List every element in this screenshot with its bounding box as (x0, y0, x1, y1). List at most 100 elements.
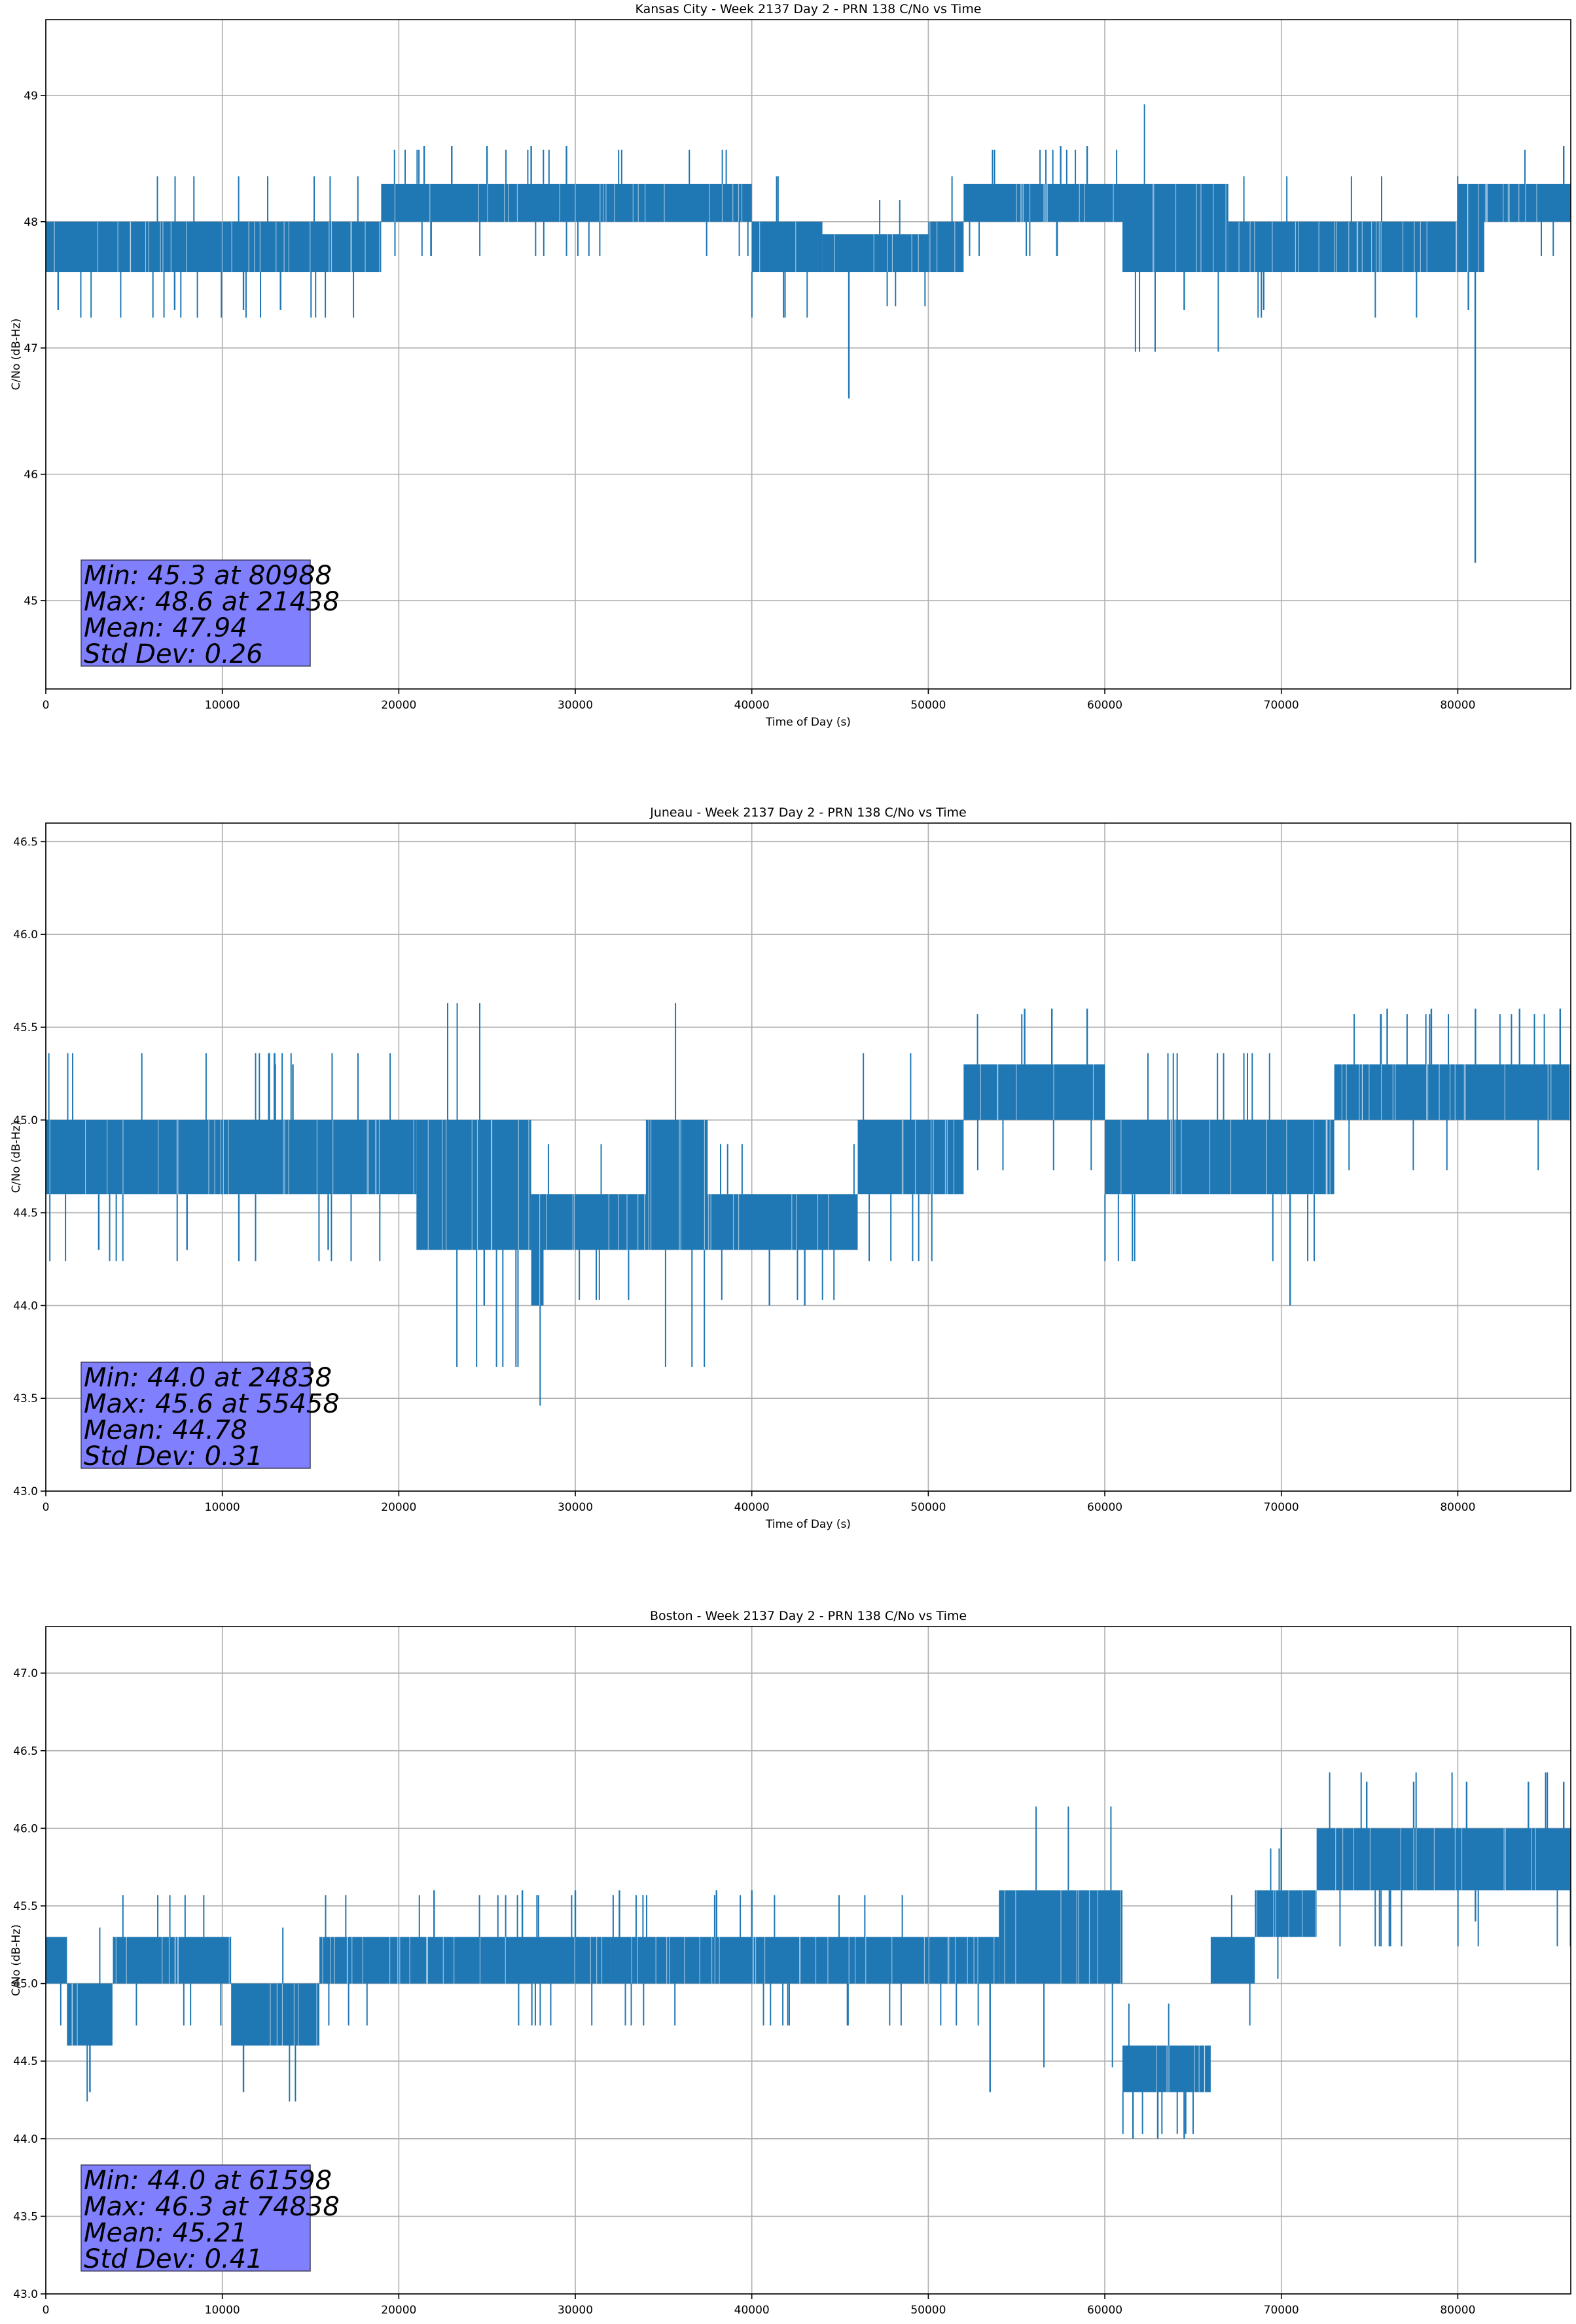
x-tick-label: 80000 (1440, 699, 1475, 712)
series-band (1316, 1828, 1571, 1891)
x-tick-label: 30000 (558, 1501, 593, 1514)
series-band (46, 1937, 67, 1984)
x-tick-label: 60000 (1087, 699, 1122, 712)
x-tick-label: 10000 (205, 2304, 240, 2317)
x-tick-label: 30000 (558, 2304, 593, 2317)
stats-box (81, 2164, 311, 2272)
series-band (1484, 183, 1571, 222)
y-tick-label: 46.5 (13, 836, 38, 849)
series-band (381, 183, 752, 222)
y-tick-label: 43.0 (13, 1485, 38, 1498)
x-tick-label: 40000 (734, 2304, 770, 2317)
y-tick-label: 46.5 (13, 1745, 38, 1758)
y-tick-label: 44.0 (13, 1299, 38, 1312)
series-band (1105, 1119, 1334, 1195)
x-tick-label: 20000 (381, 2304, 416, 2317)
series-band (645, 1119, 708, 1250)
x-axis-label: Time of Day (s) (765, 1518, 851, 1531)
y-tick-label: 43.5 (13, 2210, 38, 2223)
stats-line: Std Dev: 0.26 (84, 639, 263, 669)
stats-line: Min: 44.0 at 24838 (84, 1363, 332, 1393)
chart-title: Kansas City - Week 2137 Day 2 - PRN 138 … (636, 2, 982, 16)
x-tick-label: 70000 (1264, 2304, 1299, 2317)
x-tick-label: 50000 (910, 2304, 946, 2317)
series-line (46, 104, 1571, 563)
x-tick-label: 70000 (1264, 1501, 1299, 1514)
series-band (113, 1937, 232, 1984)
series-band (543, 1194, 646, 1250)
y-tick-label: 47.0 (13, 1667, 38, 1680)
y-tick-label: 45.5 (13, 1021, 38, 1034)
series-band (822, 234, 929, 273)
y-tick-label: 43.5 (13, 1392, 38, 1405)
y-tick-label: 44.5 (13, 2055, 38, 2068)
stats-line: Mean: 47.94 (84, 613, 247, 643)
series-band (928, 221, 964, 273)
stats-line: Std Dev: 0.31 (84, 1441, 263, 1471)
stats-line: Min: 44.0 at 61598 (84, 2166, 332, 2196)
stats-line: Std Dev: 0.41 (84, 2244, 263, 2274)
x-tick-label: 0 (43, 1501, 50, 1514)
series-band (963, 183, 1123, 222)
chart-title: Boston - Week 2137 Day 2 - PRN 138 C/No … (650, 1609, 967, 1623)
series-band (1334, 1064, 1571, 1120)
series-band (1255, 1890, 1317, 1937)
chart-1: 0 10000 20000 30000 40000 50000 60000 70000 8000… (10, 805, 1571, 1531)
x-tick-label: 60000 (1087, 1501, 1122, 1514)
y-tick-label: 46.0 (13, 1822, 38, 1835)
series-band (707, 1194, 858, 1250)
x-tick-label: 0 (43, 2304, 50, 2317)
y-tick-label: 45.0 (13, 1978, 38, 1991)
y-tick-label: 45.5 (13, 1900, 38, 1913)
series-band (231, 1983, 319, 2046)
chart-2: 0 10000 20000 30000 40000 50000 60000 70000 8000… (10, 1609, 1571, 2324)
series-band (1228, 221, 1458, 273)
plot-frame (45, 822, 1571, 1492)
x-tick-label: 80000 (1440, 1501, 1475, 1514)
y-tick-label: 45 (24, 595, 38, 608)
x-axis-label: Time of Day (s) (765, 716, 851, 729)
chart-title: Juneau - Week 2137 Day 2 - PRN 138 C/No … (649, 805, 967, 820)
series-band (531, 1194, 544, 1306)
series-line (46, 1772, 1571, 2139)
series-band (319, 1937, 611, 1984)
stats-line: Max: 48.6 at 21438 (84, 587, 340, 617)
stats-line: Max: 46.3 at 74838 (84, 2192, 340, 2222)
y-axis-label: C/No (dB-Hz) (10, 1121, 23, 1193)
y-axis-label: C/No (dB-Hz) (10, 1924, 23, 1996)
stats-line: Mean: 45.21 (84, 2218, 247, 2248)
x-tick-label: 40000 (734, 699, 770, 712)
stats-box (81, 1362, 311, 1469)
x-tick-label: 20000 (381, 1501, 416, 1514)
series-band (751, 221, 823, 273)
series-band (963, 1064, 1105, 1120)
plot-frame (45, 1626, 1571, 2295)
y-tick-label: 46 (24, 468, 38, 482)
series-band (67, 1983, 113, 2046)
x-tick-label: 10000 (205, 699, 240, 712)
y-tick-label: 46.0 (13, 928, 38, 942)
x-tick-label: 80000 (1440, 2304, 1475, 2317)
y-tick-label: 47 (24, 342, 38, 355)
x-tick-label: 10000 (205, 1501, 240, 1514)
x-tick-label: 30000 (558, 699, 593, 712)
y-tick-label: 45.0 (13, 1114, 38, 1127)
x-tick-label: 0 (43, 699, 50, 712)
x-tick-label: 50000 (910, 1501, 946, 1514)
x-tick-label: 20000 (381, 699, 416, 712)
series-band (857, 1119, 964, 1195)
y-tick-label: 44.5 (13, 1207, 38, 1220)
series-band (46, 1119, 417, 1195)
x-tick-label: 60000 (1087, 2304, 1122, 2317)
series-band (1458, 183, 1484, 273)
stats-line: Mean: 44.78 (84, 1415, 247, 1445)
series-band (46, 221, 382, 273)
stats-line: Min: 45.3 at 80988 (84, 561, 332, 591)
y-tick-label: 49 (24, 90, 38, 103)
stats-line: Max: 45.6 at 55458 (84, 1389, 340, 1419)
plot-frame (45, 19, 1571, 690)
y-axis-label: C/No (dB-Hz) (10, 319, 23, 391)
x-tick-label: 40000 (734, 1501, 770, 1514)
y-tick-label: 43.0 (13, 2288, 38, 2301)
